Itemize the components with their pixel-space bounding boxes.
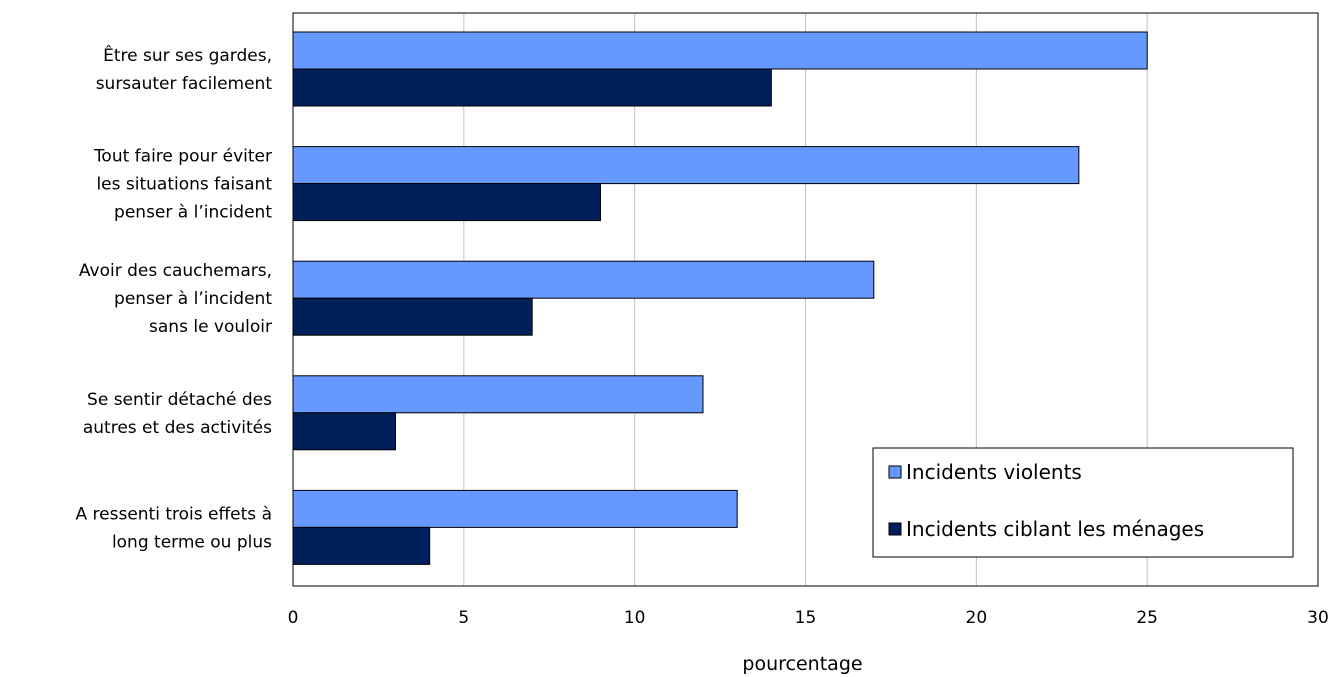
legend-label-household: Incidents ciblant les ménages — [906, 517, 1204, 541]
x-tick-label: 30 — [1307, 608, 1329, 628]
category-label-line: penser à l’incident — [114, 203, 272, 223]
category-label-line: sursauter facilement — [96, 74, 273, 94]
x-axis-title: pourcentage — [742, 653, 862, 675]
category-labels: Être sur ses gardes, sursauter facilement… — [76, 44, 273, 552]
bar-household — [292, 297, 533, 336]
bar-household — [292, 68, 772, 107]
category-label: Avoir des cauchemars, penser à l’incident… — [79, 261, 272, 337]
legend-label-violent: Incidents violents — [906, 460, 1082, 484]
category-label-line: Tout faire pour éviter — [93, 147, 272, 167]
x-tick-label: 20 — [966, 608, 988, 628]
category-label: A ressenti trois effets à long terme ou p… — [76, 504, 273, 552]
bars — [292, 31, 1148, 565]
x-tick-label: 5 — [458, 608, 469, 628]
legend: Incidents violents Incidents ciblant les… — [872, 447, 1294, 558]
bar-household — [292, 526, 431, 565]
category-label: Se sentir détaché des autres et des activ… — [83, 390, 272, 438]
x-tick-label: 25 — [1136, 608, 1158, 628]
category-label-line: penser à l’incident — [114, 289, 272, 309]
bar-violent — [292, 489, 738, 528]
bar-violent — [292, 375, 704, 414]
category-label-line: Être sur ses gardes, — [103, 44, 272, 66]
bar-violent — [292, 146, 1080, 185]
category-label: Être sur ses gardes, sursauter facilement — [96, 44, 273, 94]
category-label: Tout faire pour éviter les situations fai… — [93, 147, 272, 223]
x-tick-label: 15 — [795, 608, 817, 628]
bar-violent — [292, 260, 875, 299]
bar-household — [292, 412, 396, 451]
category-label-line: sans le vouloir — [149, 317, 272, 337]
legend-swatch-household — [888, 522, 902, 536]
category-label-line: Se sentir détaché des — [87, 390, 272, 410]
category-label-line: Avoir des cauchemars, — [79, 261, 272, 281]
bar-household — [292, 183, 601, 222]
category-label-line: autres et des activités — [83, 418, 272, 438]
legend-swatch-violent — [888, 465, 902, 479]
category-label-line: long terme ou plus — [112, 532, 272, 552]
legend-box — [872, 447, 1294, 558]
x-tick-label: 0 — [288, 608, 299, 628]
bar-violent — [292, 31, 1148, 70]
x-tick-label: 10 — [624, 608, 646, 628]
x-tick-labels: 0 5 10 15 20 25 30 — [288, 608, 1329, 628]
category-label-line: les situations faisant — [96, 175, 272, 195]
category-label-line: A ressenti trois effets à — [76, 504, 273, 524]
plot-area — [292, 12, 1319, 587]
